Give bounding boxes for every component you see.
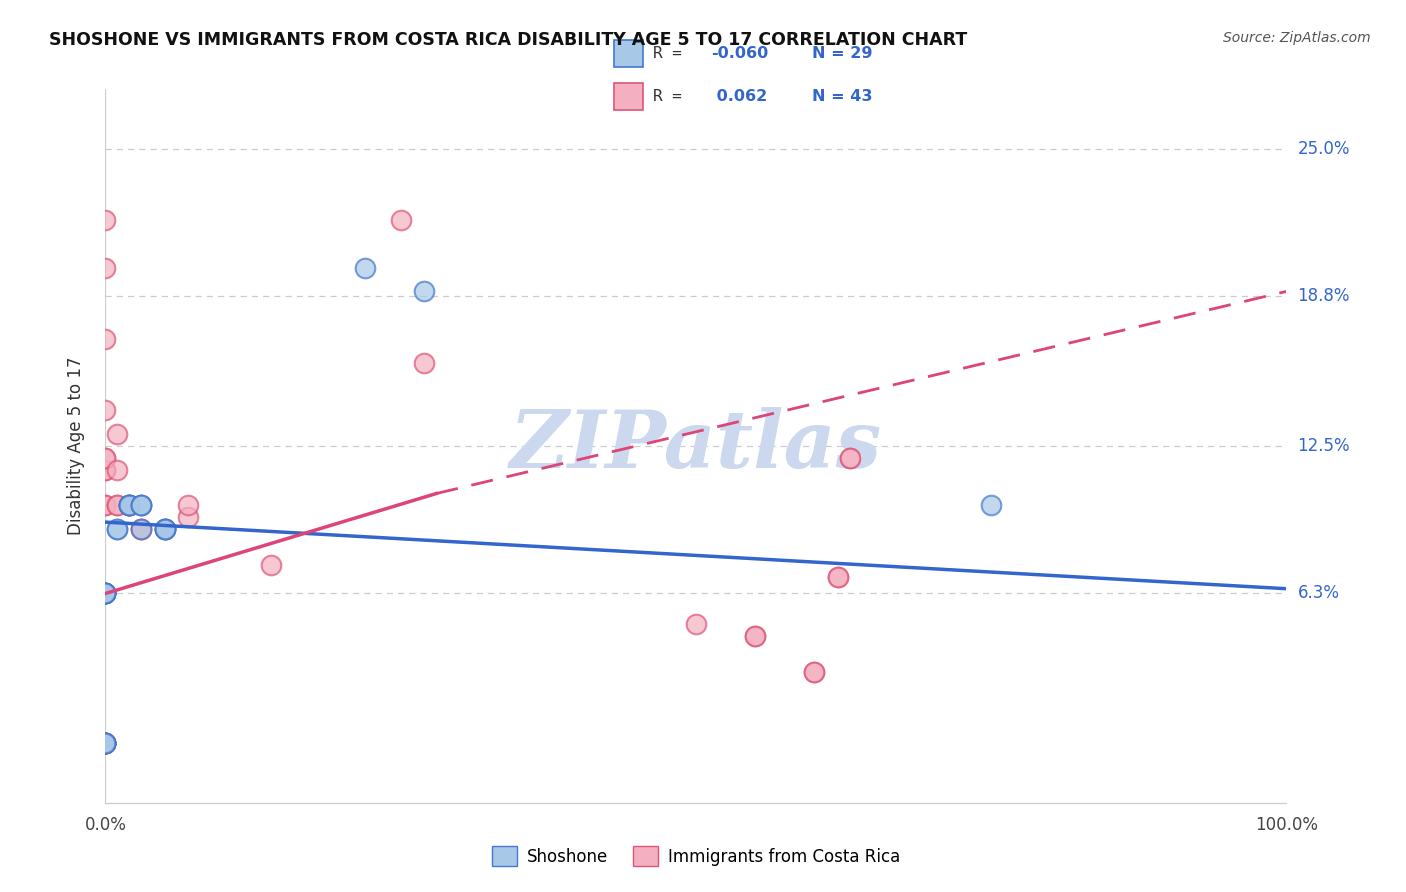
Point [94,463,117,477]
Text: ZIPatlas: ZIPatlas [510,408,882,484]
Point [94,736,117,750]
Text: 12.5%: 12.5% [1298,437,1350,455]
Point [94,586,117,600]
Point [838,450,860,465]
Point [129,522,152,536]
Y-axis label: Disability Age 5 to 17: Disability Age 5 to 17 [66,357,84,535]
Point [94,736,117,750]
Point [129,499,152,513]
Text: Source: ZipAtlas.com: Source: ZipAtlas.com [1223,31,1371,45]
Point [94,736,117,750]
Point [803,665,825,679]
Point [354,260,377,275]
Point [94,463,117,477]
Point [94,586,117,600]
Point [153,522,176,536]
Point [94,260,117,275]
Text: 6.3%: 6.3% [1298,584,1340,602]
Point [94,736,117,750]
Point [94,736,117,750]
Point [980,499,1002,513]
Point [744,629,766,643]
Point [94,736,117,750]
Point [94,586,117,600]
Point [94,736,117,750]
Text: N = 29: N = 29 [811,46,872,61]
Point [94,736,117,750]
Point [94,586,117,600]
Text: SHOSHONE VS IMMIGRANTS FROM COSTA RICA DISABILITY AGE 5 TO 17 CORRELATION CHART: SHOSHONE VS IMMIGRANTS FROM COSTA RICA D… [49,31,967,49]
Point [153,522,176,536]
Point [94,586,117,600]
Text: N = 43: N = 43 [811,89,872,103]
Point [118,499,141,513]
Point [118,499,141,513]
FancyBboxPatch shape [614,40,644,67]
Point [118,499,141,513]
Point [94,213,117,227]
Point [685,617,707,632]
Point [827,570,849,584]
Point [94,499,117,513]
Point [94,586,117,600]
Text: -0.060: -0.060 [711,46,769,61]
Point [94,736,117,750]
Text: 0.062: 0.062 [711,89,768,103]
Point [118,499,141,513]
Text: R =: R = [652,89,692,103]
Point [413,285,436,299]
Point [129,499,152,513]
Point [389,213,412,227]
Point [94,586,117,600]
Text: 18.8%: 18.8% [1298,287,1350,305]
Legend: Shoshone, Immigrants from Costa Rica: Shoshone, Immigrants from Costa Rica [485,839,907,873]
Point [129,522,152,536]
Point [105,499,128,513]
Point [94,586,117,600]
Point [94,450,117,465]
Point [803,665,825,679]
Point [129,522,152,536]
Point [827,570,849,584]
Point [153,522,176,536]
Point [94,736,117,750]
Point [129,499,152,513]
Point [177,499,200,513]
Point [94,332,117,346]
Point [413,356,436,370]
Point [94,736,117,750]
Text: 25.0%: 25.0% [1298,140,1350,158]
Point [153,522,176,536]
FancyBboxPatch shape [614,83,644,110]
Point [105,522,128,536]
Point [94,586,117,600]
Point [153,522,176,536]
Point [105,522,128,536]
Point [94,736,117,750]
Point [118,499,141,513]
Text: R =: R = [652,46,692,61]
Point [105,427,128,442]
Point [94,403,117,417]
Point [118,499,141,513]
Point [260,558,283,572]
Point [94,736,117,750]
Point [105,463,128,477]
Point [838,450,860,465]
Point [744,629,766,643]
Point [177,510,200,524]
Point [94,450,117,465]
Point [94,499,117,513]
Point [105,499,128,513]
